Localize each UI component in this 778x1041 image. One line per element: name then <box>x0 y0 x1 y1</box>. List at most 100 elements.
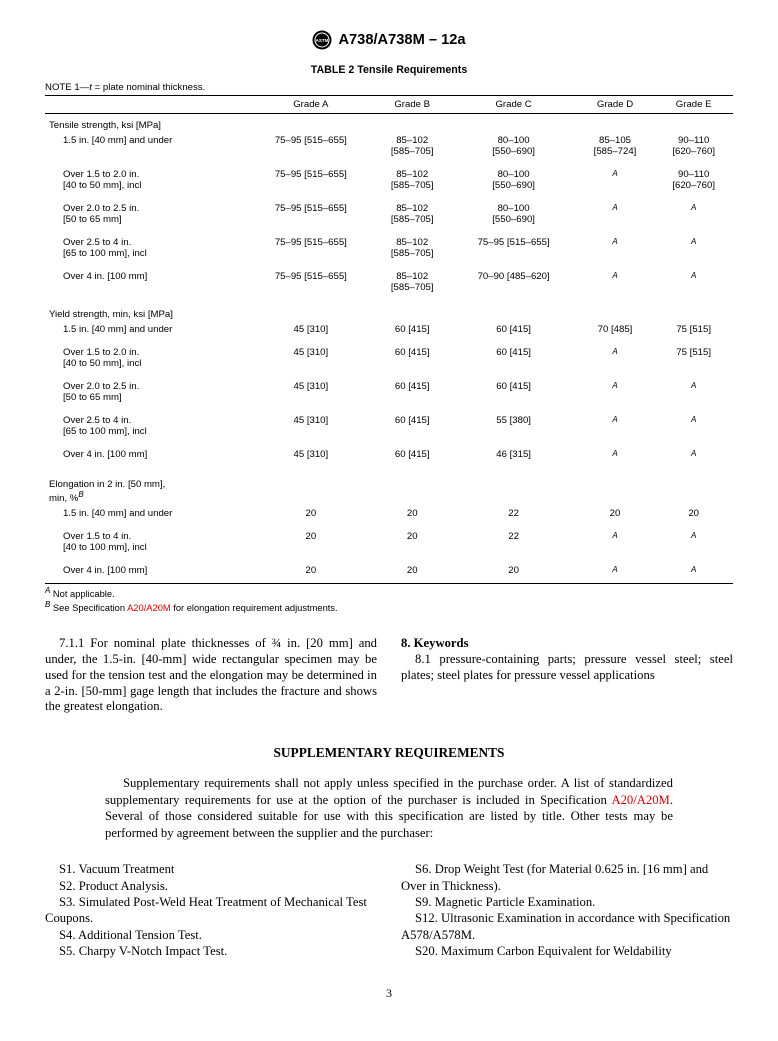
svg-text:ASTM: ASTM <box>316 38 329 43</box>
table-cell: A <box>654 447 733 465</box>
table-cell: A <box>576 413 655 439</box>
table-cell: 75 [515] <box>654 322 733 337</box>
table-cell: 20 <box>249 506 373 521</box>
supp-item: S12. Ultrasonic Examination in accordanc… <box>401 910 733 943</box>
table-cell: A <box>576 529 655 555</box>
body-columns: 7.1.1 For nominal plate thicknesses of ¾… <box>45 636 733 715</box>
table-cell: A <box>654 379 733 405</box>
table-cell: 85–102[585–705] <box>373 201 452 227</box>
table-cell: 85–102[585–705] <box>373 269 452 295</box>
supp-columns: S1. Vacuum TreatmentS2. Product Analysis… <box>45 861 733 960</box>
row-label: 1.5 in. [40 mm] and under <box>45 322 249 337</box>
tensile-table: Grade AGrade BGrade CGrade DGrade E Tens… <box>45 96 733 584</box>
spec-link[interactable]: A20/A20M <box>127 603 171 613</box>
table-cell: 75–95 [515–655] <box>249 167 373 193</box>
table-header-cell <box>45 96 249 114</box>
row-label: Over 2.0 to 2.5 in.[50 to 65 mm] <box>45 379 249 405</box>
page-number: 3 <box>45 986 733 1001</box>
row-label: Over 4 in. [100 mm] <box>45 563 249 583</box>
supp-item: S5. Charpy V-Notch Impact Test. <box>45 943 377 959</box>
table-cell: 75 [515] <box>654 345 733 371</box>
table-cell: 85–102[585–705] <box>373 133 452 159</box>
row-label: Over 1.5 to 2.0 in.[40 to 50 mm], incl <box>45 345 249 371</box>
table-cell: 22 <box>452 529 576 555</box>
row-label: Over 2.5 to 4 in.[65 to 100 mm], incl <box>45 413 249 439</box>
row-label: Over 2.0 to 2.5 in.[50 to 65 mm] <box>45 201 249 227</box>
doc-id: A738/A738M – 12a <box>338 32 465 48</box>
table-cell: 45 [310] <box>249 322 373 337</box>
table-header-cell: Grade A <box>249 96 373 114</box>
table-cell: 20 <box>452 563 576 583</box>
supp-item: S4. Additional Tension Test. <box>45 927 377 943</box>
table-cell: A <box>576 563 655 583</box>
table-cell: 75–95 [515–655] <box>249 269 373 295</box>
row-label: 1.5 in. [40 mm] and under <box>45 506 249 521</box>
body-left-col: 7.1.1 For nominal plate thicknesses of ¾… <box>45 636 377 715</box>
row-label: Over 2.5 to 4 in.[65 to 100 mm], incl <box>45 235 249 261</box>
table-cell: A <box>576 235 655 261</box>
keywords-text: 8.1 pressure-containing parts; pressure … <box>401 652 733 684</box>
table-cell: 20 <box>249 563 373 583</box>
table-footnotes: A Not applicable.B See Specification A20… <box>45 586 733 614</box>
row-label: Over 4 in. [100 mm] <box>45 447 249 465</box>
section-label: Tensile strength, ksi [MPa] <box>45 114 733 134</box>
table-cell: 75–95 [515–655] <box>452 235 576 261</box>
supp-item: S6. Drop Weight Test (for Material 0.625… <box>401 861 733 894</box>
table-cell: 20 <box>654 506 733 521</box>
table-cell: A <box>576 447 655 465</box>
table-header-cell: Grade B <box>373 96 452 114</box>
table-header-cell: Grade E <box>654 96 733 114</box>
table-cell: 55 [380] <box>452 413 576 439</box>
section-label: Elongation in 2 in. [50 mm],min, %B <box>45 473 733 506</box>
table-cell: 60 [415] <box>452 379 576 405</box>
row-label: Over 1.5 to 2.0 in.[40 to 50 mm], incl <box>45 167 249 193</box>
table-cell: A <box>654 235 733 261</box>
supp-item: S3. Simulated Post-Weld Heat Treatment o… <box>45 894 377 927</box>
section-label: Yield strength, min, ksi [MPa] <box>45 303 733 322</box>
table-cell: 60 [415] <box>373 379 452 405</box>
table-cell: A <box>654 269 733 295</box>
spec-link[interactable]: A20/A20M <box>611 793 669 807</box>
supp-left-col: S1. Vacuum TreatmentS2. Product Analysis… <box>45 861 377 960</box>
table-cell: 46 [315] <box>452 447 576 465</box>
supp-item: S20. Maximum Carbon Equivalent for Welda… <box>401 943 733 959</box>
table-cell: 20 <box>373 529 452 555</box>
table-cell: A <box>654 563 733 583</box>
table-header-cell: Grade C <box>452 96 576 114</box>
supp-item: S9. Magnetic Particle Examination. <box>401 894 733 910</box>
table-cell: 60 [415] <box>452 345 576 371</box>
supp-intro: Supplementary requirements shall not app… <box>105 775 673 841</box>
table-cell: 60 [415] <box>373 345 452 371</box>
table-title: TABLE 2 Tensile Requirements <box>45 64 733 76</box>
table-cell: 80–100[550–690] <box>452 133 576 159</box>
table-cell: 60 [415] <box>373 413 452 439</box>
table-cell: 60 [415] <box>452 322 576 337</box>
table-cell: A <box>654 413 733 439</box>
supp-item: S1. Vacuum Treatment <box>45 861 377 877</box>
table-cell: 45 [310] <box>249 447 373 465</box>
table-cell: 20 <box>576 506 655 521</box>
table-cell: 90–110[620–760] <box>654 167 733 193</box>
table-cell: 85–102[585–705] <box>373 235 452 261</box>
table-cell: 60 [415] <box>373 447 452 465</box>
table-cell: 22 <box>452 506 576 521</box>
document-header: ASTM A738/A738M – 12a <box>45 30 733 54</box>
table-cell: 75–95 [515–655] <box>249 201 373 227</box>
table-cell: 80–100[550–690] <box>452 201 576 227</box>
table-cell: 60 [415] <box>373 322 452 337</box>
supp-right-col: S6. Drop Weight Test (for Material 0.625… <box>401 861 733 960</box>
table-cell: 45 [310] <box>249 345 373 371</box>
table-cell: A <box>576 345 655 371</box>
body-right-col: 8. Keywords 8.1 pressure-containing part… <box>401 636 733 715</box>
astm-logo-icon: ASTM <box>312 30 332 50</box>
table-cell: 75–95 [515–655] <box>249 133 373 159</box>
footnote: B See Specification A20/A20M for elongat… <box>45 600 733 614</box>
table-cell: A <box>654 529 733 555</box>
keywords-heading: 8. Keywords <box>401 636 733 652</box>
table-cell: 20 <box>373 563 452 583</box>
table-cell: 70–90 [485–620] <box>452 269 576 295</box>
table-cell: A <box>576 201 655 227</box>
table-cell: A <box>576 379 655 405</box>
table-cell: 45 [310] <box>249 379 373 405</box>
row-label: Over 4 in. [100 mm] <box>45 269 249 295</box>
